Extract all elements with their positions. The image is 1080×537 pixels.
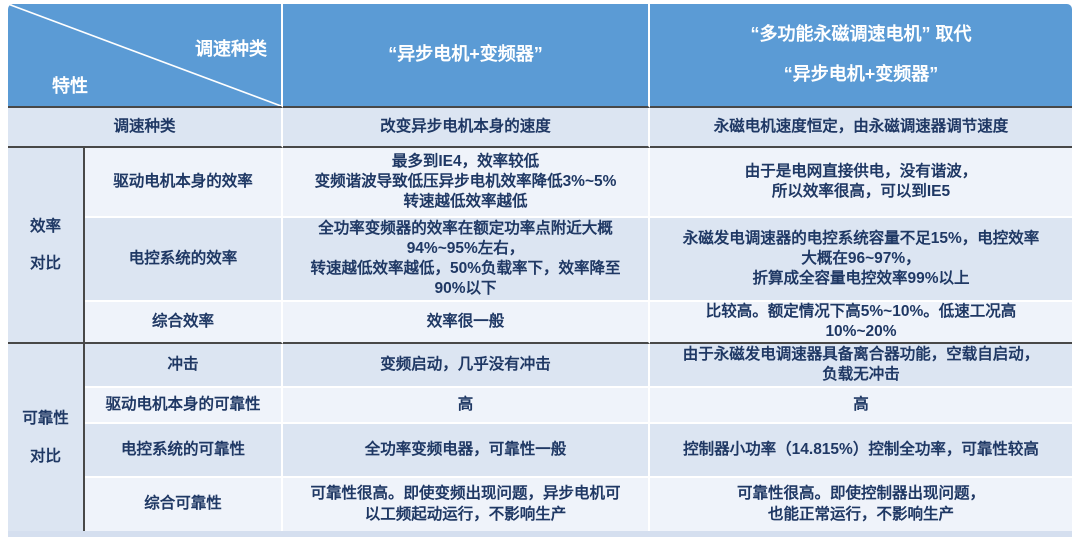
shock-feature-cell: 冲击 xyxy=(85,344,283,388)
motor-reliability-pm-cell: 高 xyxy=(650,388,1072,424)
motor-reliability-async-cell: 高 xyxy=(283,388,650,424)
group-label-efficiency: 效率 对比 xyxy=(8,148,85,344)
motor-efficiency-feature-cell: 驱动电机本身的效率 xyxy=(85,148,283,218)
header-column-async-motor-vfd: “异步电机+变频器” xyxy=(283,4,650,108)
speed-row-async-cell: 改变异步电机本身的速度 xyxy=(283,108,650,148)
control-reliability-feature-cell: 电控系统的可靠性 xyxy=(85,424,283,478)
motor-efficiency-async-cell: 最多到IE4，效率较低 变频谐波导致低压异步电机效率降低3%~5% 转速越低效率… xyxy=(283,148,650,218)
header-corner-cell: 调速种类 特性 xyxy=(8,4,283,108)
overall-efficiency-feature-cell: 综合效率 xyxy=(85,302,283,344)
diagonal-divider-line xyxy=(8,4,281,106)
control-efficiency-async-cell: 全功率变频器的效率在额定功率点附近大概 94%~95%左右， 转速越低效率越低，… xyxy=(283,218,650,302)
comparison-table: 调速种类 特性 “异步电机+变频器” “多功能永磁调速电机” 取代 “异步电机+… xyxy=(8,4,1072,537)
overall-efficiency-pm-cell: 比较高。额定情况下高5%~10%。低速工况高 10%~20% xyxy=(650,302,1072,344)
control-efficiency-feature-cell: 电控系统的效率 xyxy=(85,218,283,302)
control-reliability-pm-cell: 控制器小功率（14.815%）控制全功率，可靠性较高 xyxy=(650,424,1072,478)
shock-pm-cell: 由于永磁发电调速器具备离合器功能，空载自启动， 负载无冲击 xyxy=(650,344,1072,388)
motor-efficiency-pm-cell: 由于是电网直接供电，没有谐波， 所以效率很高，可以到IE5 xyxy=(650,148,1072,218)
speed-row-feature-cell: 调速种类 xyxy=(8,108,283,148)
control-efficiency-pm-cell: 永磁发电调速器的电控系统容量不足15%，电控效率 大概在96~97%， 折算成全… xyxy=(650,218,1072,302)
overall-reliability-pm-cell: 可靠性很高。即使控制器出现问题， 也能正常运行，不影响生产 xyxy=(650,478,1072,531)
group-label-reliability: 可靠性 对比 xyxy=(8,344,85,531)
header-corner-speed-type-label: 调速种类 xyxy=(195,39,267,59)
overall-reliability-async-cell: 可靠性很高。即使变频出现问题，异步电机可 以工频起动运行，不影响生产 xyxy=(283,478,650,531)
header-corner-feature-label: 特性 xyxy=(52,75,88,96)
header-column-pm-motor: “多功能永磁调速电机” 取代 “异步电机+变频器” xyxy=(650,4,1072,108)
overall-reliability-feature-cell: 综合可靠性 xyxy=(85,478,283,531)
control-reliability-async-cell: 全功率变频电器，可靠性一般 xyxy=(283,424,650,478)
overall-efficiency-async-cell: 效率很一般 xyxy=(283,302,650,344)
speed-row-pm-cell: 永磁电机速度恒定，由永磁调速器调节速度 xyxy=(650,108,1072,148)
motor-reliability-feature-cell: 驱动电机本身的可靠性 xyxy=(85,388,283,424)
shock-async-cell: 变频启动，几乎没有冲击 xyxy=(283,344,650,388)
